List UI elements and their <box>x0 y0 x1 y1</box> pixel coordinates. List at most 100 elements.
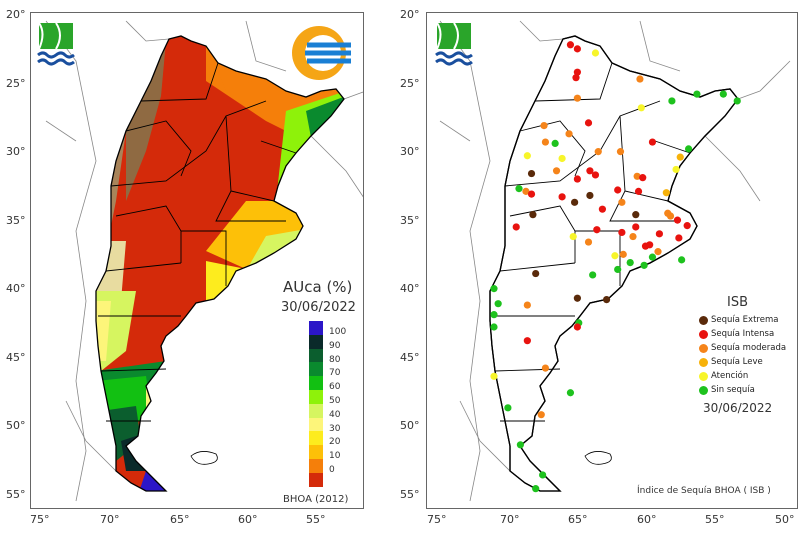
lat-tick: 20° <box>400 8 420 21</box>
station-point <box>637 104 645 112</box>
malvinas-islands <box>190 451 218 465</box>
auca-region <box>146 381 166 421</box>
isb-legend-item: Sin sequía <box>699 383 786 397</box>
legend-dot-icon <box>699 357 708 367</box>
station-point <box>566 41 575 49</box>
legend-swatch <box>309 348 323 363</box>
station-point <box>591 171 600 179</box>
lon-tick: 70° <box>500 513 520 526</box>
lat-tick: 40° <box>400 282 420 295</box>
lon-tick: 75° <box>427 513 447 526</box>
station-point <box>515 185 523 193</box>
legend-label: 40 <box>329 409 341 420</box>
isb-legend-item: Atención <box>699 369 786 383</box>
station-point <box>494 300 502 308</box>
bhoa-logo <box>434 21 474 67</box>
isb-legend-item: Sequía Extrema <box>699 313 786 327</box>
lat-tick: 30° <box>400 145 420 158</box>
station-point <box>504 404 512 412</box>
province-border <box>624 190 669 202</box>
station-point <box>648 253 657 261</box>
station-point <box>540 122 548 130</box>
station-point <box>626 259 634 267</box>
lon-tick: 75° <box>30 513 50 526</box>
station-point <box>527 190 536 198</box>
station-point <box>490 311 498 319</box>
station-point <box>619 250 627 258</box>
station-point <box>532 269 540 278</box>
lat-tick: 40° <box>6 282 26 295</box>
station-point <box>532 485 540 493</box>
neighbour-border <box>125 20 170 42</box>
lat-tick: 30° <box>6 145 26 158</box>
lon-tick: 65° <box>170 513 190 526</box>
province-border <box>105 262 182 272</box>
station-point <box>512 223 520 231</box>
legend-label: Sin sequía <box>711 385 755 395</box>
province-border <box>534 62 613 102</box>
station-point <box>693 90 701 98</box>
neighbour-border <box>459 400 511 472</box>
station-point <box>633 172 641 180</box>
neighbour-border <box>45 120 77 142</box>
station-point <box>523 152 531 160</box>
station-point <box>586 167 594 175</box>
legend-label: 30 <box>329 423 341 434</box>
auca-region <box>151 391 166 416</box>
province-border <box>260 140 297 154</box>
lon-tick: 60° <box>637 513 657 526</box>
lat-tick: 45° <box>400 350 420 364</box>
neighbour-border <box>439 120 471 142</box>
station-point <box>639 174 647 182</box>
station-point <box>589 271 597 279</box>
province-border <box>115 205 182 263</box>
legend-swatch <box>309 472 323 487</box>
legend-dot-icon <box>699 315 708 325</box>
station-point <box>614 186 622 194</box>
auca-date: 30/06/2022 <box>281 300 356 315</box>
neighbour-border <box>245 20 287 72</box>
isb-map <box>439 20 791 502</box>
station-point <box>586 191 594 200</box>
auca-region <box>306 96 344 191</box>
neighbour-border <box>45 20 97 502</box>
station-point <box>611 252 619 260</box>
station-point <box>618 228 626 237</box>
legend-swatch <box>309 376 323 391</box>
station-point <box>666 212 675 220</box>
station-point <box>523 301 531 309</box>
lat-tick: 45° <box>6 350 26 364</box>
station-point <box>654 248 662 256</box>
auca-region <box>101 406 141 461</box>
legend-swatch <box>309 321 323 335</box>
legend-dot-icon <box>699 329 708 339</box>
auca-source: BHOA (2012) <box>283 494 349 505</box>
province-border <box>215 115 286 222</box>
neighbour-border <box>737 60 791 100</box>
neighbour-border <box>343 91 363 100</box>
station-point <box>584 119 593 127</box>
neighbour-border <box>65 400 117 472</box>
country-outline <box>489 35 739 492</box>
legend-swatch <box>309 334 323 349</box>
station-point <box>523 337 531 345</box>
neighbour-border <box>439 20 491 502</box>
station-point <box>618 198 626 206</box>
isb-legend-item: Sequía Intensa <box>699 327 786 341</box>
station-point <box>614 265 622 274</box>
isb-source: Índice de Sequía BHOA ( ISB ) <box>637 486 771 496</box>
station-point <box>573 94 581 102</box>
isb-title: ISB <box>727 295 749 310</box>
lon-tick: 50° <box>775 513 795 526</box>
station-point <box>591 49 600 57</box>
province-border <box>519 120 586 177</box>
legend-label: Sequía Intensa <box>711 329 775 339</box>
station-point <box>573 45 581 53</box>
station-point <box>522 187 530 195</box>
malvinas-islands <box>584 451 612 465</box>
lat-tick: 55° <box>6 487 26 501</box>
legend-swatch <box>309 458 323 473</box>
station-point <box>629 232 637 241</box>
station-point <box>573 294 581 302</box>
station-point <box>640 261 648 269</box>
